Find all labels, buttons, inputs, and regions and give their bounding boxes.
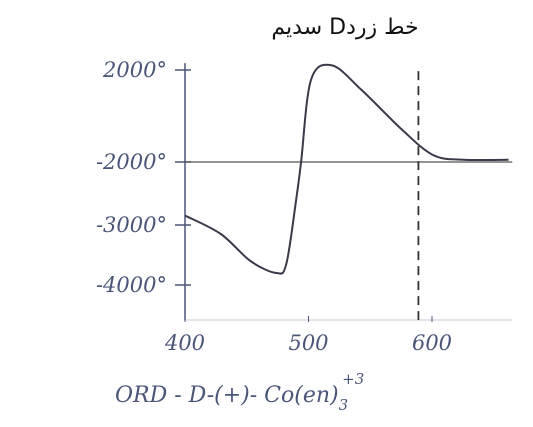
- x-tick-label: 600: [412, 331, 452, 355]
- x-tick-label: 400: [164, 331, 205, 355]
- y-tick-label: -4000°: [96, 273, 167, 297]
- y-tick-label: -3000°: [96, 213, 167, 237]
- chart-title: سدیم Dخط زرد: [271, 15, 418, 40]
- y-tick-label: -2000°: [96, 150, 167, 174]
- x-axis-label-main: ORD - D-(+)- Co(en): [115, 383, 339, 408]
- chart: سدیم Dخط زرد 2000° -2000° -3000° -4000° 400 5…: [0, 0, 533, 427]
- x-tick-label: 500: [288, 331, 328, 355]
- y-tick-label: 2000°: [102, 58, 167, 82]
- x-axis-label-sub: 3: [339, 396, 349, 414]
- x-axis-label-sup: +3: [342, 370, 364, 388]
- ord-curve: [185, 65, 509, 274]
- x-axis-label: ORD - D-(+)- Co(en)3 +3: [115, 370, 364, 414]
